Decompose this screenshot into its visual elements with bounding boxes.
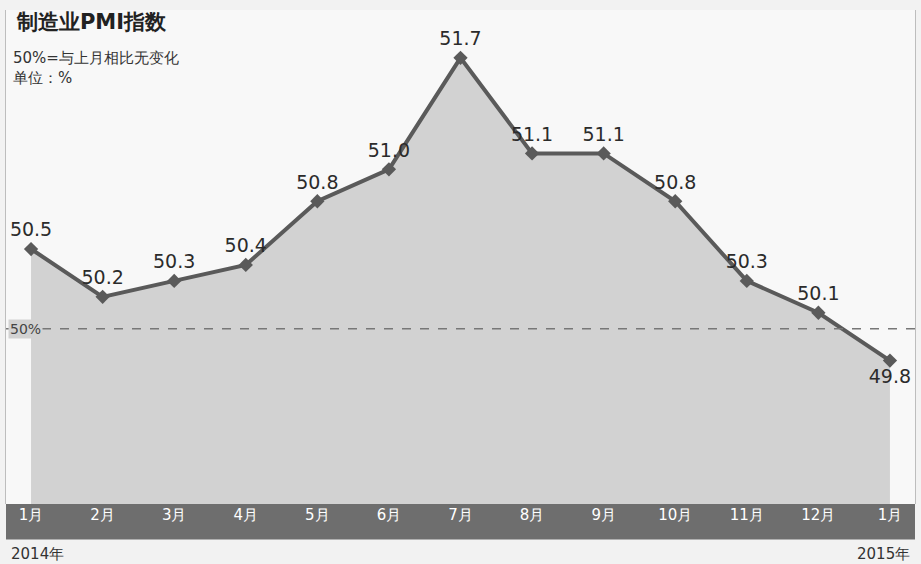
svg-text:2014年: 2014年 [11,545,64,563]
svg-text:2月: 2月 [90,506,115,524]
svg-text:50.8: 50.8 [654,171,696,193]
svg-text:制造业PMI指数: 制造业PMI指数 [16,10,167,34]
svg-text:7月: 7月 [448,506,473,524]
svg-text:50.2: 50.2 [81,266,123,288]
svg-text:1月: 1月 [19,506,44,524]
svg-text:50.4: 50.4 [225,234,267,256]
svg-text:50.5: 50.5 [10,218,52,240]
svg-text:10月: 10月 [658,506,692,524]
svg-text:50.1: 50.1 [797,282,839,304]
svg-text:51.1: 51.1 [582,123,624,145]
svg-text:51.0: 51.0 [368,139,410,161]
svg-text:50.8: 50.8 [296,171,338,193]
svg-text:9月: 9月 [591,506,616,524]
svg-text:12月: 12月 [801,506,835,524]
svg-text:1月: 1月 [878,506,903,524]
svg-text:3月: 3月 [162,506,187,524]
svg-text:50.3: 50.3 [153,250,195,272]
svg-text:6月: 6月 [377,506,402,524]
svg-text:50%: 50% [10,321,41,337]
svg-text:49.8: 49.8 [869,365,911,387]
svg-text:5月: 5月 [305,506,330,524]
svg-text:50%=与上月相比无变化单位：%: 50%=与上月相比无变化单位：% [13,49,179,87]
svg-text:51.1: 51.1 [511,123,553,145]
svg-text:2015年: 2015年 [857,545,910,563]
svg-text:11月: 11月 [730,506,764,524]
svg-text:50.3: 50.3 [726,250,768,272]
svg-text:8月: 8月 [520,506,545,524]
svg-text:51.7: 51.7 [439,27,481,49]
svg-text:4月: 4月 [234,506,259,524]
